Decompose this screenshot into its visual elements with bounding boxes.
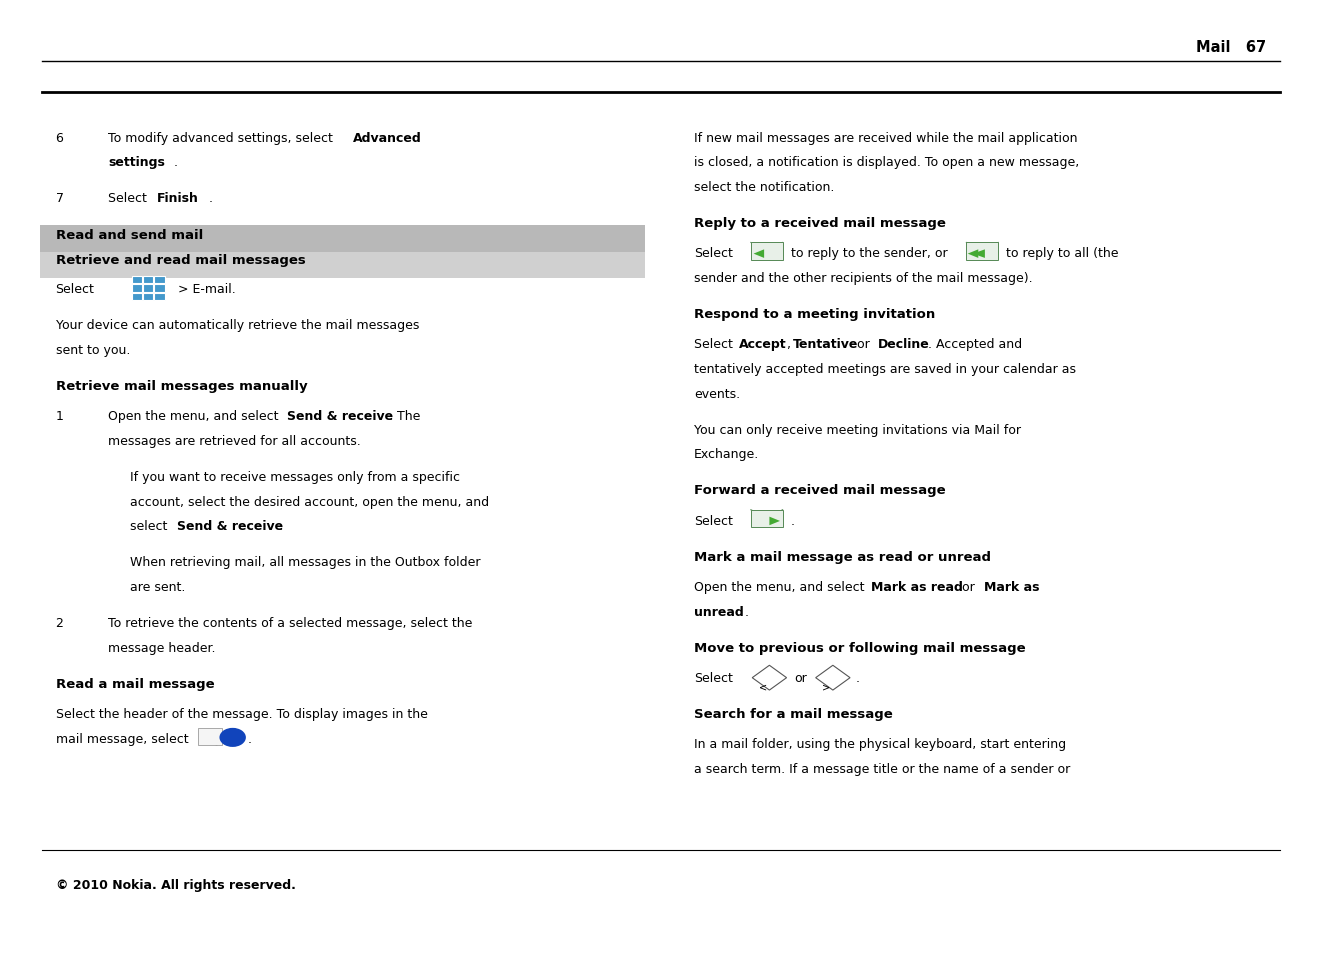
Text: ,: , bbox=[787, 338, 791, 351]
Text: 2: 2 bbox=[56, 617, 63, 629]
Text: Read and send mail: Read and send mail bbox=[56, 229, 202, 242]
FancyBboxPatch shape bbox=[751, 243, 783, 260]
Text: Select: Select bbox=[694, 514, 732, 527]
Text: To retrieve the contents of a selected message, select the: To retrieve the contents of a selected m… bbox=[108, 617, 473, 629]
Text: Exchange.: Exchange. bbox=[694, 448, 759, 460]
Text: <: < bbox=[759, 681, 767, 692]
Text: sent to you.: sent to you. bbox=[56, 344, 130, 356]
Polygon shape bbox=[968, 250, 978, 258]
Text: tentatively accepted meetings are saved in your calendar as: tentatively accepted meetings are saved … bbox=[694, 362, 1076, 375]
Text: to reply to the sender, or: to reply to the sender, or bbox=[791, 247, 947, 260]
Text: 7: 7 bbox=[56, 193, 63, 205]
Text: In a mail folder, using the physical keyboard, start entering: In a mail folder, using the physical key… bbox=[694, 738, 1066, 751]
Text: .: . bbox=[247, 732, 251, 745]
Text: To modify advanced settings, select: To modify advanced settings, select bbox=[108, 132, 337, 145]
Text: messages are retrieved for all accounts.: messages are retrieved for all accounts. bbox=[108, 435, 361, 448]
Text: . The: . The bbox=[389, 410, 420, 423]
Text: Select: Select bbox=[694, 671, 732, 684]
Text: is closed, a notification is displayed. To open a new message,: is closed, a notification is displayed. … bbox=[694, 156, 1079, 169]
Text: .: . bbox=[209, 193, 213, 205]
FancyBboxPatch shape bbox=[143, 294, 153, 301]
Text: If you want to receive messages only from a specific: If you want to receive messages only fro… bbox=[130, 471, 460, 483]
Text: .: . bbox=[744, 605, 748, 618]
Text: settings: settings bbox=[108, 156, 165, 169]
Text: 6: 6 bbox=[56, 132, 63, 145]
Text: Open the menu, and select: Open the menu, and select bbox=[108, 410, 283, 423]
Text: .: . bbox=[279, 519, 283, 533]
Text: When retrieving mail, all messages in the Outbox folder: When retrieving mail, all messages in th… bbox=[130, 556, 480, 569]
Text: © 2010 Nokia. All rights reserved.: © 2010 Nokia. All rights reserved. bbox=[56, 878, 295, 891]
FancyBboxPatch shape bbox=[143, 285, 153, 293]
Text: or: or bbox=[853, 338, 874, 351]
Text: Send & receive: Send & receive bbox=[177, 519, 283, 533]
Text: Read a mail message: Read a mail message bbox=[56, 677, 214, 690]
Text: 1: 1 bbox=[56, 410, 63, 423]
FancyBboxPatch shape bbox=[40, 225, 645, 253]
Text: a search term. If a message title or the name of a sender or: a search term. If a message title or the… bbox=[694, 762, 1071, 775]
Text: sender and the other recipients of the mail message).: sender and the other recipients of the m… bbox=[694, 272, 1032, 285]
Text: .: . bbox=[791, 514, 795, 527]
Text: select: select bbox=[130, 519, 171, 533]
Text: Tentative: Tentative bbox=[793, 338, 858, 351]
Text: Reply to a received mail message: Reply to a received mail message bbox=[694, 216, 947, 230]
Text: Select: Select bbox=[694, 338, 736, 351]
FancyBboxPatch shape bbox=[132, 285, 141, 293]
Text: Finish: Finish bbox=[157, 193, 200, 205]
Text: Decline: Decline bbox=[878, 338, 929, 351]
Polygon shape bbox=[769, 517, 780, 526]
Text: You can only receive meeting invitations via Mail for: You can only receive meeting invitations… bbox=[694, 423, 1021, 436]
Text: Mark as read: Mark as read bbox=[871, 580, 962, 594]
Text: . Accepted and: . Accepted and bbox=[928, 338, 1022, 351]
FancyBboxPatch shape bbox=[132, 277, 141, 284]
FancyBboxPatch shape bbox=[40, 253, 645, 278]
Text: Select: Select bbox=[694, 247, 732, 260]
FancyBboxPatch shape bbox=[143, 277, 153, 284]
Text: Send & receive: Send & receive bbox=[287, 410, 393, 423]
Text: >: > bbox=[822, 681, 830, 692]
Text: > E-mail.: > E-mail. bbox=[178, 283, 237, 296]
FancyBboxPatch shape bbox=[198, 728, 222, 745]
Text: Retrieve and read mail messages: Retrieve and read mail messages bbox=[56, 253, 305, 267]
Text: events.: events. bbox=[694, 387, 740, 400]
FancyBboxPatch shape bbox=[155, 285, 165, 293]
FancyBboxPatch shape bbox=[751, 510, 783, 527]
Text: Move to previous or following mail message: Move to previous or following mail messa… bbox=[694, 641, 1026, 654]
Text: Search for a mail message: Search for a mail message bbox=[694, 707, 892, 720]
Text: unread: unread bbox=[694, 605, 744, 618]
FancyBboxPatch shape bbox=[155, 277, 165, 284]
Text: .: . bbox=[855, 671, 859, 684]
Text: .: . bbox=[173, 156, 177, 169]
Text: Forward a received mail message: Forward a received mail message bbox=[694, 484, 945, 497]
Text: message header.: message header. bbox=[108, 641, 215, 654]
Text: to reply to all (the: to reply to all (the bbox=[1006, 247, 1118, 260]
Text: Select: Select bbox=[56, 283, 94, 296]
Text: Accept: Accept bbox=[739, 338, 787, 351]
Text: Mark as: Mark as bbox=[984, 580, 1039, 594]
FancyBboxPatch shape bbox=[132, 294, 141, 301]
Text: account, select the desired account, open the menu, and: account, select the desired account, ope… bbox=[130, 496, 489, 508]
Polygon shape bbox=[973, 250, 985, 258]
Text: Respond to a meeting invitation: Respond to a meeting invitation bbox=[694, 308, 935, 320]
Text: are sent.: are sent. bbox=[130, 580, 185, 594]
FancyBboxPatch shape bbox=[966, 243, 998, 260]
Text: Select the header of the message. To display images in the: Select the header of the message. To dis… bbox=[56, 707, 427, 720]
Text: select the notification.: select the notification. bbox=[694, 181, 834, 193]
Text: Mark a mail message as read or unread: Mark a mail message as read or unread bbox=[694, 550, 992, 563]
Text: or: or bbox=[958, 580, 980, 594]
Text: or: or bbox=[795, 671, 808, 684]
Text: Retrieve mail messages manually: Retrieve mail messages manually bbox=[56, 379, 307, 393]
Text: If new mail messages are received while the mail application: If new mail messages are received while … bbox=[694, 132, 1077, 145]
FancyBboxPatch shape bbox=[155, 294, 165, 301]
Text: mail message, select: mail message, select bbox=[56, 732, 188, 745]
Text: Mail   67: Mail 67 bbox=[1196, 40, 1266, 55]
Circle shape bbox=[219, 728, 246, 747]
Text: Open the menu, and select: Open the menu, and select bbox=[694, 580, 869, 594]
Text: Select: Select bbox=[108, 193, 151, 205]
Text: Your device can automatically retrieve the mail messages: Your device can automatically retrieve t… bbox=[56, 319, 419, 332]
Text: Advanced: Advanced bbox=[353, 132, 422, 145]
Polygon shape bbox=[754, 250, 764, 258]
